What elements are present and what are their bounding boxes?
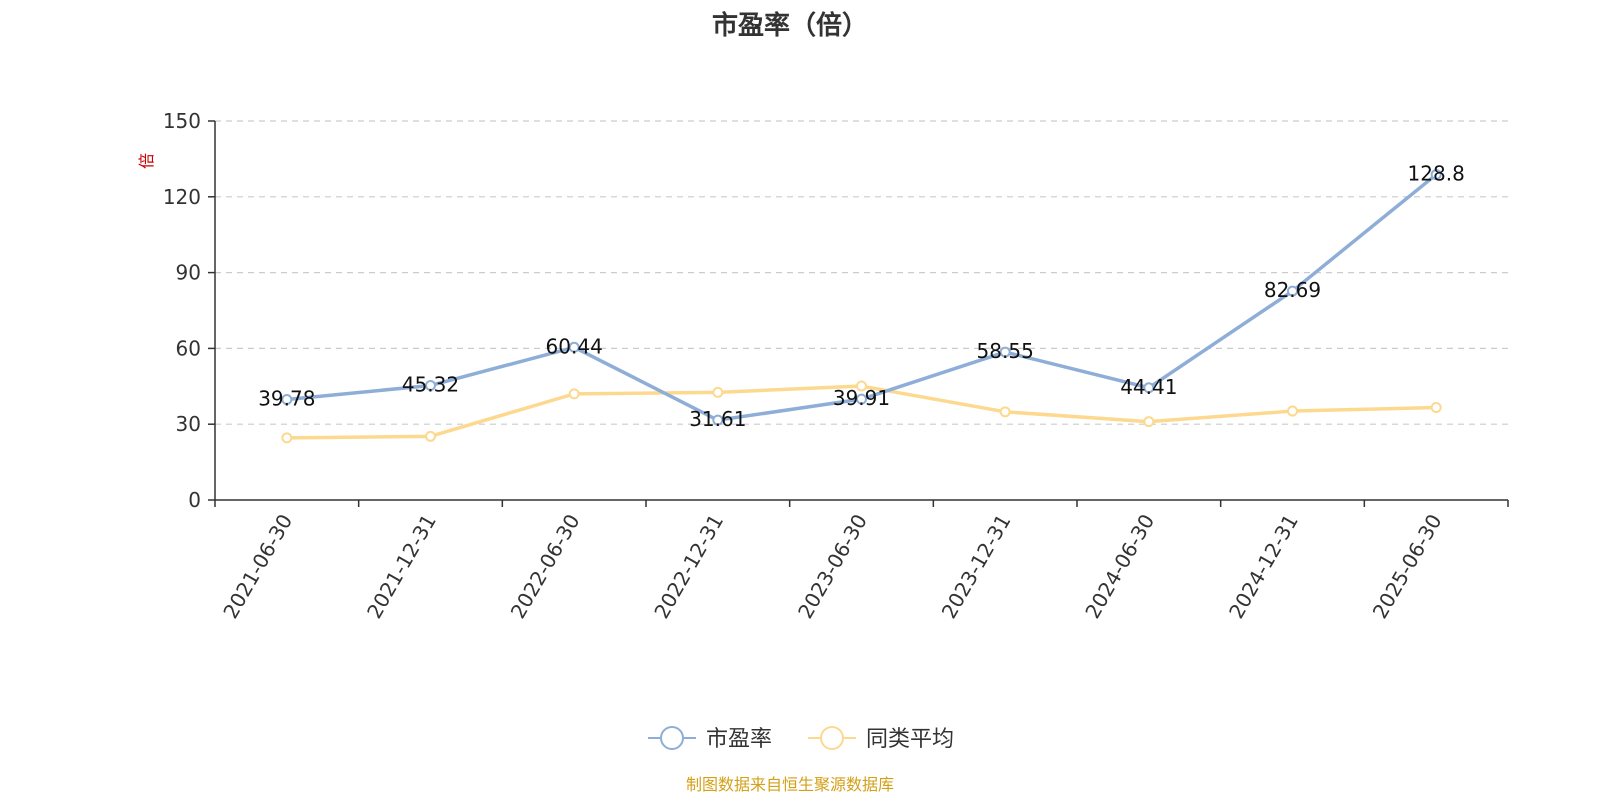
data-point (999, 346, 1011, 358)
data-point (1287, 285, 1298, 297)
y-tick-label: 90 (176, 261, 201, 285)
data-label: 60.44 (546, 334, 603, 358)
data-labels: 39.78 45.32 60.44 31.61 39.91 58.55 44.41 82.69… (258, 162, 1465, 432)
y-tick-label: 120 (163, 185, 201, 209)
y-tick-labels: 0 30 60 90 120 150 (163, 109, 201, 512)
data-label: 31.61 (689, 407, 746, 431)
data-point (712, 414, 724, 426)
x-tick-label: 2024-06-30 (1080, 510, 1159, 623)
data-point (999, 406, 1011, 418)
data-point (1287, 405, 1298, 417)
x-tick-labels: 2021-06-30 2021-12-31 2022-06-30 2022-12-31… (218, 510, 1446, 623)
x-tick-label: 2024-12-31 (1224, 510, 1303, 623)
data-point (425, 430, 436, 442)
y-tick-label: 0 (188, 488, 201, 512)
x-tick-label: 2025-06-30 (1368, 510, 1447, 623)
y-tick-label: 60 (176, 336, 201, 360)
data-point (281, 393, 293, 405)
x-tick-label: 2022-06-30 (506, 510, 585, 623)
x-tick-label: 2023-06-30 (793, 510, 872, 623)
data-point (856, 393, 867, 405)
axes (208, 120, 1509, 507)
legend-label: 同类平均 (866, 727, 954, 752)
legend-label: 市盈率 (706, 727, 772, 752)
data-label: 58.55 (977, 339, 1034, 363)
source-note: 制图数据来自恒生聚源数据库 (686, 775, 894, 794)
data-point (1143, 416, 1155, 428)
data-point (1430, 402, 1442, 414)
x-tick-label: 2021-06-30 (218, 510, 297, 623)
data-label: 128.8 (1408, 162, 1465, 186)
data-point (712, 386, 724, 398)
legend-marker-icon (660, 726, 684, 750)
chart-title: 市盈率（倍） (712, 10, 868, 41)
y-axis-label: 倍 (137, 153, 156, 169)
data-label: 39.78 (258, 386, 315, 410)
data-point (568, 388, 580, 400)
data-label: 45.32 (402, 372, 459, 396)
legend[interactable]: 市盈率 同类平均 (648, 726, 954, 752)
y-tick-label: 30 (176, 412, 201, 436)
data-point (1143, 382, 1155, 394)
data-point (568, 341, 580, 353)
data-point (281, 432, 293, 444)
y-tick-label: 150 (163, 109, 201, 133)
legend-item[interactable]: 市盈率 (648, 726, 772, 752)
data-label: 82.69 (1264, 278, 1321, 302)
data-label: 39.91 (833, 386, 890, 410)
x-tick-label: 2021-12-31 (362, 510, 441, 623)
legend-marker-icon (820, 726, 844, 750)
x-tick-label: 2023-12-31 (937, 510, 1016, 623)
series-lines (281, 169, 1442, 444)
x-tick-label: 2022-12-31 (649, 510, 728, 623)
data-point (856, 380, 867, 392)
data-point (425, 379, 436, 391)
legend-item[interactable]: 同类平均 (808, 726, 954, 752)
data-label: 44.41 (1120, 375, 1177, 399)
data-point (1430, 169, 1442, 181)
